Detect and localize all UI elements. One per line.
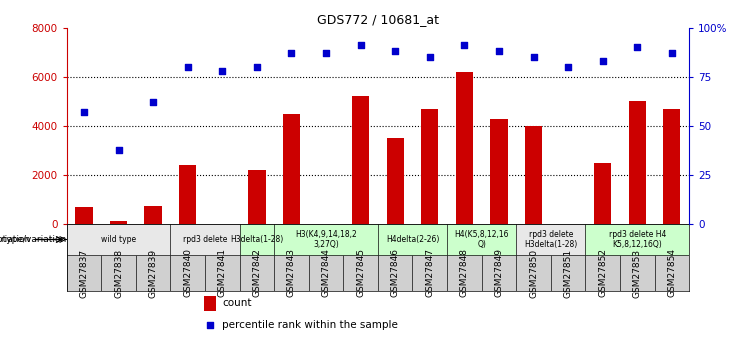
Bar xyxy=(283,114,300,225)
Text: GSM27842: GSM27842 xyxy=(253,248,262,297)
Bar xyxy=(663,109,680,225)
Bar xyxy=(387,138,404,225)
Text: GSM27848: GSM27848 xyxy=(460,248,469,297)
Text: GSM27854: GSM27854 xyxy=(668,248,677,297)
Text: count: count xyxy=(222,298,252,308)
Point xyxy=(355,42,367,48)
Bar xyxy=(421,109,439,225)
Title: GDS772 / 10681_at: GDS772 / 10681_at xyxy=(317,13,439,27)
Point xyxy=(182,64,193,70)
Bar xyxy=(447,225,516,255)
Text: GSM27852: GSM27852 xyxy=(598,248,607,297)
Point xyxy=(493,48,505,54)
Point xyxy=(78,109,90,115)
Bar xyxy=(378,225,447,255)
Bar xyxy=(343,255,378,291)
Text: H4delta(2-26): H4delta(2-26) xyxy=(386,235,439,244)
Bar xyxy=(594,163,611,225)
Text: GSM27849: GSM27849 xyxy=(494,248,503,297)
Bar xyxy=(456,72,473,225)
Bar xyxy=(239,225,274,255)
Point xyxy=(285,50,297,56)
Bar xyxy=(179,165,196,225)
Bar xyxy=(413,255,447,291)
Point xyxy=(528,55,539,60)
Text: genotype/variation: genotype/variation xyxy=(0,235,67,244)
Bar xyxy=(170,255,205,291)
Text: GSM27839: GSM27839 xyxy=(149,248,158,297)
Text: rpd3 delete
H3delta(1-28): rpd3 delete H3delta(1-28) xyxy=(524,230,577,249)
Point xyxy=(204,322,216,328)
Bar xyxy=(110,221,127,225)
Point xyxy=(562,64,574,70)
Point xyxy=(424,55,436,60)
Point xyxy=(666,50,678,56)
Bar xyxy=(309,255,343,291)
Bar xyxy=(136,255,170,291)
Text: H3delta(1-28): H3delta(1-28) xyxy=(230,235,284,244)
Bar xyxy=(628,101,646,225)
Text: H3(K4,9,14,18,2
3,27Q): H3(K4,9,14,18,2 3,27Q) xyxy=(295,230,357,249)
Bar xyxy=(551,255,585,291)
Point xyxy=(389,48,401,54)
Text: genotype/variation: genotype/variation xyxy=(0,235,30,244)
Bar xyxy=(76,207,93,225)
Bar xyxy=(620,255,654,291)
Text: GSM27851: GSM27851 xyxy=(564,248,573,297)
Point xyxy=(251,64,263,70)
Text: percentile rank within the sample: percentile rank within the sample xyxy=(222,320,398,330)
Bar xyxy=(516,225,585,255)
Bar xyxy=(447,255,482,291)
Text: GSM27844: GSM27844 xyxy=(322,248,330,297)
Bar xyxy=(239,255,274,291)
Text: wild type: wild type xyxy=(101,235,136,244)
Point xyxy=(459,42,471,48)
Bar xyxy=(102,255,136,291)
Text: rpd3 delete H4
K5,8,12,16Q): rpd3 delete H4 K5,8,12,16Q) xyxy=(608,230,666,249)
Bar xyxy=(352,97,369,225)
Point xyxy=(320,50,332,56)
Bar xyxy=(585,255,620,291)
Text: GSM27847: GSM27847 xyxy=(425,248,434,297)
Text: rpd3 delete: rpd3 delete xyxy=(183,235,227,244)
Point xyxy=(113,147,124,152)
Text: GSM27850: GSM27850 xyxy=(529,248,538,297)
Text: H4(K5,8,12,16
Q): H4(K5,8,12,16 Q) xyxy=(454,230,509,249)
Text: GSM27841: GSM27841 xyxy=(218,248,227,297)
Bar xyxy=(378,255,413,291)
Bar xyxy=(248,170,265,225)
Text: GSM27853: GSM27853 xyxy=(633,248,642,297)
Text: GSM27840: GSM27840 xyxy=(183,248,192,297)
Bar xyxy=(491,119,508,225)
Bar xyxy=(144,206,162,225)
Text: GSM27837: GSM27837 xyxy=(79,248,88,297)
Point xyxy=(597,58,608,64)
Bar xyxy=(274,225,378,255)
Text: GSM27843: GSM27843 xyxy=(287,248,296,297)
Bar xyxy=(274,255,309,291)
Bar xyxy=(204,296,216,311)
Bar xyxy=(67,225,170,255)
Bar xyxy=(585,225,689,255)
Bar xyxy=(482,255,516,291)
Text: GSM27845: GSM27845 xyxy=(356,248,365,297)
Bar xyxy=(205,255,239,291)
Point xyxy=(216,68,228,74)
Point xyxy=(631,45,643,50)
Bar xyxy=(525,126,542,225)
Bar xyxy=(67,255,102,291)
Point xyxy=(147,100,159,105)
Text: GSM27838: GSM27838 xyxy=(114,248,123,297)
Bar xyxy=(654,255,689,291)
Bar xyxy=(516,255,551,291)
Text: GSM27846: GSM27846 xyxy=(391,248,399,297)
Bar xyxy=(170,225,239,255)
